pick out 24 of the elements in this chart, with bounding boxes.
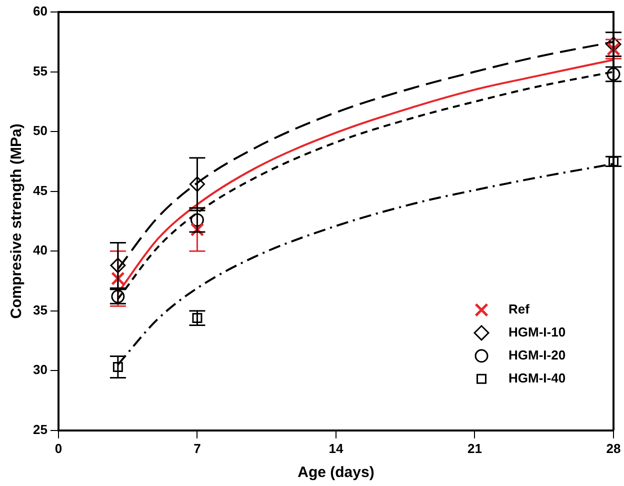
y-tick-label: 45 bbox=[32, 182, 48, 198]
x-tick-label: 7 bbox=[194, 440, 201, 456]
y-tick-label: 55 bbox=[32, 63, 48, 78]
point bbox=[112, 362, 123, 372]
y-tick-label: 25 bbox=[32, 422, 48, 437]
point bbox=[189, 176, 205, 192]
y-tick-label: 30 bbox=[32, 362, 48, 378]
x-tick-label: 21 bbox=[468, 440, 482, 456]
y-tick-label: 35 bbox=[32, 302, 48, 318]
y-tick-label: 60 bbox=[32, 4, 48, 19]
x-tick-label: 0 bbox=[54, 440, 62, 456]
x-tick-label: 14 bbox=[328, 440, 344, 456]
legend-label: HGM-I-40 bbox=[508, 370, 566, 386]
legend-label: Ref bbox=[508, 301, 530, 316]
legend-label: HGM-I-10 bbox=[508, 324, 566, 340]
y-axis-title: Compresive strength (MPa) bbox=[8, 124, 26, 319]
legend-label: HGM-I-20 bbox=[508, 347, 566, 362]
x-tick-label: 28 bbox=[606, 440, 621, 456]
y-tick-label: 40 bbox=[32, 242, 48, 258]
x-axis-title: Age (days) bbox=[298, 464, 374, 482]
point bbox=[111, 272, 125, 286]
point bbox=[608, 156, 618, 166]
y-tick-label: 50 bbox=[32, 123, 48, 138]
point bbox=[110, 258, 126, 274]
